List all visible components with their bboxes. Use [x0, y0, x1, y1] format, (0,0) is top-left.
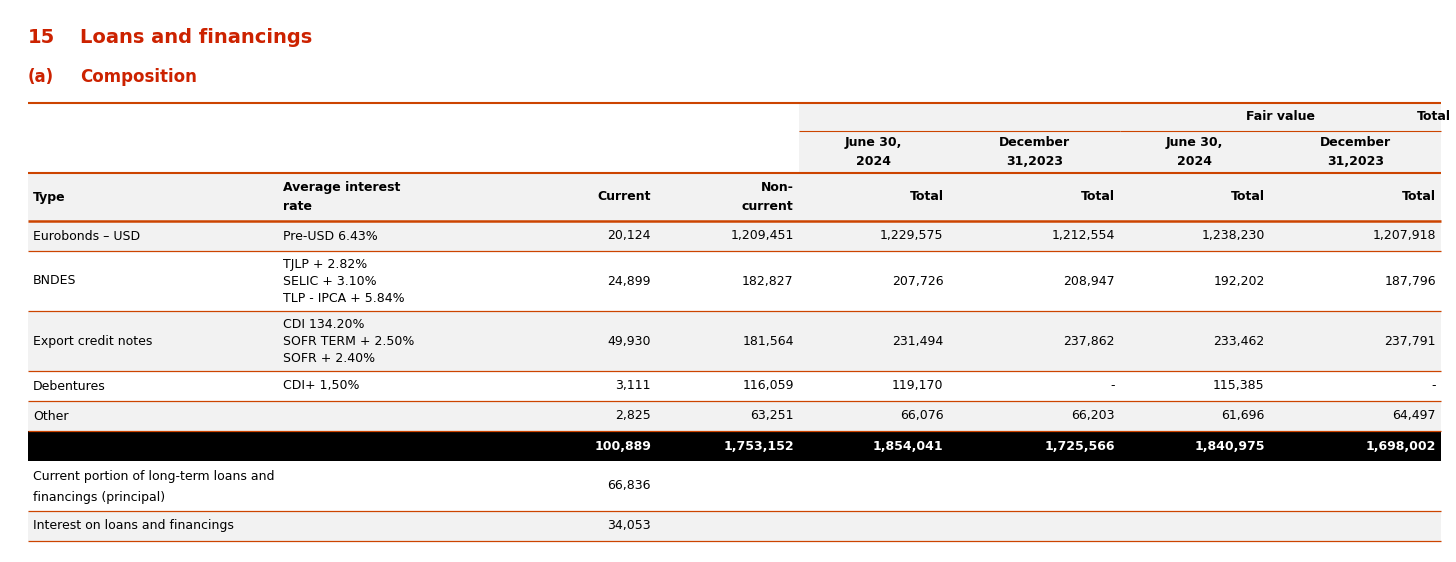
Text: Composition: Composition	[80, 68, 197, 86]
Text: 1,725,566: 1,725,566	[1044, 439, 1115, 452]
Text: June 30,: June 30,	[844, 136, 903, 149]
Text: 31,2023: 31,2023	[1326, 155, 1383, 167]
Text: 1,840,975: 1,840,975	[1194, 439, 1265, 452]
Text: CDI 134.20%: CDI 134.20%	[282, 318, 364, 331]
Text: 1,854,041: 1,854,041	[874, 439, 943, 452]
Bar	[28, 103, 799, 221]
Text: Current portion of long-term loans and: Current portion of long-term loans and	[33, 470, 275, 483]
Text: 115,385: 115,385	[1213, 379, 1265, 392]
Text: 1,209,451: 1,209,451	[731, 229, 794, 242]
Text: 2024: 2024	[1178, 155, 1213, 167]
Text: June 30,: June 30,	[1166, 136, 1223, 149]
Text: 1,238,230: 1,238,230	[1201, 229, 1265, 242]
Text: 231,494: 231,494	[893, 334, 943, 347]
Text: Interest on loans and financings: Interest on loans and financings	[33, 519, 234, 533]
Bar	[28, 221, 1441, 251]
Text: Export credit notes: Export credit notes	[33, 334, 153, 347]
Text: rate: rate	[282, 200, 312, 213]
Text: 15: 15	[28, 28, 55, 47]
Text: 1,229,575: 1,229,575	[879, 229, 943, 242]
Bar	[28, 511, 1441, 541]
Text: 64,497: 64,497	[1392, 410, 1436, 423]
Text: 66,076: 66,076	[900, 410, 943, 423]
Text: 66,836: 66,836	[607, 479, 651, 492]
Text: 1,207,918: 1,207,918	[1373, 229, 1436, 242]
Text: Other: Other	[33, 410, 68, 423]
Text: 207,726: 207,726	[893, 274, 943, 288]
Text: Average interest: Average interest	[282, 181, 400, 194]
Text: 208,947: 208,947	[1063, 274, 1115, 288]
Text: Total: Total	[1402, 191, 1436, 203]
Text: -: -	[1431, 379, 1436, 392]
Text: SOFR TERM + 2.50%: SOFR TERM + 2.50%	[282, 336, 414, 348]
Text: BNDES: BNDES	[33, 274, 77, 288]
Text: Pre-USD 6.43%: Pre-USD 6.43%	[282, 229, 377, 242]
Bar	[28, 401, 1441, 431]
Bar	[28, 371, 1441, 401]
Text: 66,203: 66,203	[1072, 410, 1115, 423]
Text: 181,564: 181,564	[743, 334, 794, 347]
Text: 237,862: 237,862	[1063, 334, 1115, 347]
Text: 24,899: 24,899	[607, 274, 651, 288]
Text: 100,889: 100,889	[594, 439, 651, 452]
Text: 1,753,152: 1,753,152	[724, 439, 794, 452]
Bar	[28, 431, 1441, 461]
Text: Eurobonds – USD: Eurobonds – USD	[33, 229, 140, 242]
Text: 34,053: 34,053	[607, 519, 651, 533]
Text: Total: Total	[910, 191, 943, 203]
Text: Current: Current	[597, 191, 651, 203]
Text: 2024: 2024	[856, 155, 891, 167]
Text: Non-: Non-	[761, 181, 794, 194]
Text: 116,059: 116,059	[743, 379, 794, 392]
Text: 182,827: 182,827	[743, 274, 794, 288]
Text: 237,791: 237,791	[1385, 334, 1436, 347]
Text: 49,930: 49,930	[607, 334, 651, 347]
Text: December: December	[1319, 136, 1390, 149]
Text: SOFR + 2.40%: SOFR + 2.40%	[282, 352, 374, 365]
Text: 20,124: 20,124	[607, 229, 651, 242]
Text: Loans and financings: Loans and financings	[80, 28, 312, 47]
Text: CDI+ 1,50%: CDI+ 1,50%	[282, 379, 360, 392]
Text: 1,698,002: 1,698,002	[1366, 439, 1436, 452]
Text: SELIC + 3.10%: SELIC + 3.10%	[282, 275, 377, 288]
Text: Fair value: Fair value	[1246, 111, 1315, 124]
Text: December: December	[999, 136, 1070, 149]
Text: current: current	[743, 200, 794, 213]
Text: 187,796: 187,796	[1385, 274, 1436, 288]
Text: 61,696: 61,696	[1222, 410, 1265, 423]
Text: financings (principal): financings (principal)	[33, 491, 165, 505]
Bar	[799, 103, 1441, 221]
Text: 1,212,554: 1,212,554	[1051, 229, 1115, 242]
Text: TLP - IPCA + 5.84%: TLP - IPCA + 5.84%	[282, 292, 405, 306]
Text: 2,825: 2,825	[616, 410, 651, 423]
Text: Debentures: Debentures	[33, 379, 106, 392]
Text: 63,251: 63,251	[750, 410, 794, 423]
Text: (a): (a)	[28, 68, 54, 86]
Text: TJLP + 2.82%: TJLP + 2.82%	[282, 258, 367, 271]
Bar	[28, 173, 1441, 221]
Bar	[28, 461, 1441, 511]
Text: Total: Total	[1417, 111, 1450, 124]
Text: Total: Total	[1080, 191, 1115, 203]
Text: 31,2023: 31,2023	[1006, 155, 1063, 167]
Text: 3,111: 3,111	[616, 379, 651, 392]
Text: 119,170: 119,170	[893, 379, 943, 392]
Text: Type: Type	[33, 191, 66, 203]
Text: -: -	[1111, 379, 1115, 392]
Text: Total: Total	[1230, 191, 1265, 203]
Bar	[28, 311, 1441, 371]
Text: 233,462: 233,462	[1213, 334, 1265, 347]
Bar	[28, 251, 1441, 311]
Text: 192,202: 192,202	[1213, 274, 1265, 288]
